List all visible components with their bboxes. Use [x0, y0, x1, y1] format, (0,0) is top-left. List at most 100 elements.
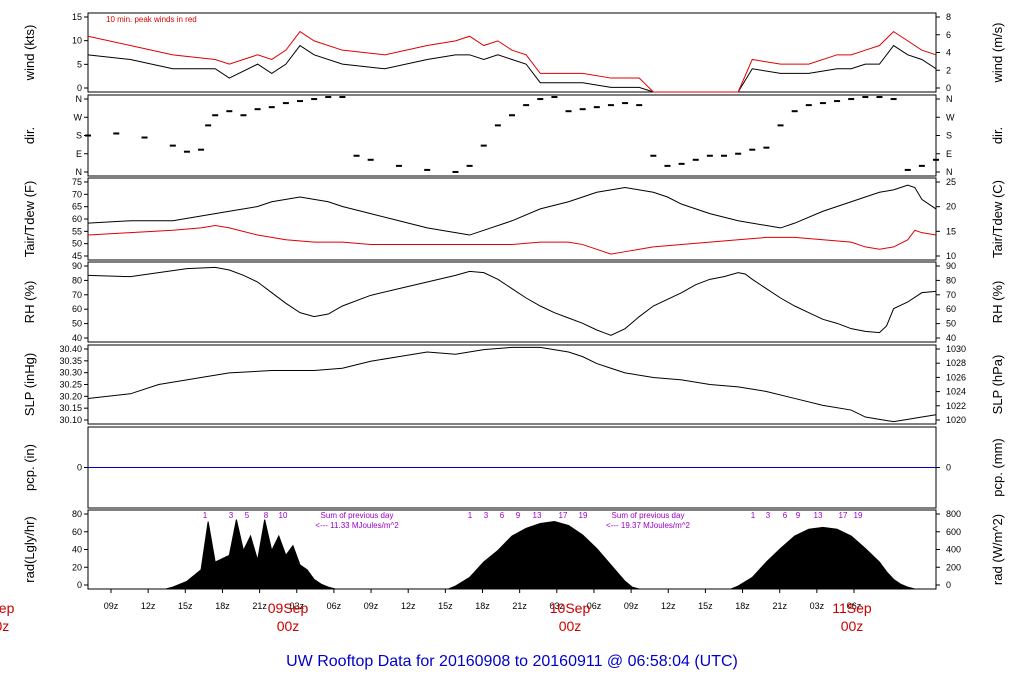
y-tick-label-left: 70	[72, 189, 82, 199]
y-axis-label-right: dir.	[990, 127, 1005, 144]
y-tick-label-left: 30.10	[59, 415, 82, 425]
data-point	[551, 96, 558, 99]
hour-mark: 3	[766, 511, 771, 520]
y-tick-label-left: 90	[72, 261, 82, 271]
data-point	[353, 154, 360, 157]
x-tick-label: 15z	[438, 601, 453, 611]
hour-mark: 9	[516, 511, 521, 520]
y-axis-label-right: Tair/Tdew (C)	[990, 180, 1005, 258]
data-point	[565, 110, 572, 113]
radiation-sum-note: <--- 11.33 MJoules/m^2	[315, 521, 399, 530]
data-point	[848, 98, 855, 101]
y-axis-label-right: pcp. (mm)	[990, 438, 1005, 497]
x-tick-label: 18z	[475, 601, 490, 611]
day-label-time: 00z	[0, 618, 9, 634]
hour-mark: 19	[854, 511, 863, 520]
x-tick-label: 06z	[327, 601, 342, 611]
hour-mark: 1	[751, 511, 756, 520]
x-tick-label: 12z	[141, 601, 156, 611]
data-point	[226, 110, 233, 113]
data-point	[212, 114, 219, 117]
y-tick-label-right: 8	[946, 12, 951, 22]
y-tick-label-right: 200	[946, 562, 961, 572]
data-point	[678, 162, 685, 165]
day-label-time: 00z	[841, 618, 864, 634]
y-tick-label-right: 15	[946, 226, 956, 236]
y-axis-label-left: pcp. (in)	[22, 444, 37, 491]
y-tick-label-right: 0	[946, 83, 951, 93]
panel-4: 40 50 60 70 80 90 40 50 60 70 80 90 RH (%) RH (%)	[22, 261, 1005, 343]
y-tick-label-left: N	[76, 94, 83, 104]
y-tick-label-left: 5	[77, 59, 82, 69]
x-tick-label: 15z	[178, 601, 193, 611]
x-tick-label: 21z	[512, 601, 527, 611]
x-tick-label: 09z	[364, 601, 379, 611]
series-line-2	[87, 225, 937, 255]
y-tick-label-left: 80	[72, 509, 82, 519]
data-point	[777, 124, 784, 127]
x-tick-label: 18z	[215, 601, 230, 611]
panel-6: 0 0 pcp. (in) pcp. (mm)	[22, 426, 1005, 509]
panel-1: 0 5 10 15 0 2 4 6 8 wind (kts) wind (m/s) 10 min. p…	[22, 12, 1005, 93]
data-point	[721, 154, 727, 157]
data-point	[169, 144, 176, 147]
y-tick-label-left: 15	[72, 12, 82, 22]
hour-mark: 9	[796, 511, 801, 520]
series-line-2	[87, 30, 937, 93]
data-point	[452, 170, 459, 173]
y-tick-label-left: 50	[72, 319, 82, 329]
data-point	[805, 104, 812, 107]
y-tick-label-left: 60	[72, 214, 82, 224]
y-tick-label-left: 20	[72, 562, 82, 572]
y-tick-label-right: 0	[946, 580, 951, 590]
hour-mark: 6	[783, 511, 788, 520]
data-point	[113, 132, 120, 135]
y-tick-label-left: 80	[72, 275, 82, 285]
y-tick-label-right: 20	[946, 202, 956, 212]
data-point	[579, 108, 586, 111]
hour-mark: 17	[839, 511, 848, 520]
data-point	[933, 158, 939, 161]
day-label-date: 8Sep	[0, 600, 15, 616]
y-tick-label-left: S	[76, 131, 82, 141]
y-tick-label-right: 1024	[946, 387, 966, 397]
y-axis-label-right: RH (%)	[990, 281, 1005, 324]
y-tick-label-left: 65	[72, 202, 82, 212]
data-point	[622, 102, 629, 105]
x-tick-label: 12z	[661, 601, 676, 611]
x-tick-label: 15z	[698, 601, 713, 611]
y-tick-label-left: N	[76, 167, 83, 177]
data-point	[523, 104, 530, 107]
y-tick-label-right: 90	[946, 261, 956, 271]
y-tick-label-left: 0	[77, 83, 82, 93]
y-tick-label-left: W	[74, 112, 83, 122]
hour-mark: 1	[203, 511, 208, 520]
data-point	[480, 144, 487, 147]
y-tick-label-left: 60	[72, 304, 82, 314]
data-point	[424, 168, 431, 171]
x-tick-label: 09z	[104, 601, 119, 611]
hour-mark: 5	[245, 511, 250, 520]
y-tick-label-right: 25	[946, 177, 956, 187]
y-tick-label-left: 45	[72, 251, 82, 261]
y-tick-label-left: 30.35	[59, 356, 82, 366]
y-tick-label-right: S	[946, 131, 952, 141]
x-tick-label: 06z	[847, 601, 862, 611]
y-tick-label-left: 30.30	[59, 368, 82, 378]
y-tick-label-left: 30.20	[59, 391, 82, 401]
radiation-area	[88, 519, 936, 590]
radiation-sum-note: <--- 19.37 MJoules/m^2	[606, 521, 691, 530]
data-point	[198, 148, 205, 151]
hour-mark: 13	[814, 511, 823, 520]
x-tick-label: 12z	[401, 601, 416, 611]
hour-mark: 10	[279, 511, 288, 520]
y-tick-label-left: 10	[72, 36, 82, 46]
data-point	[706, 154, 713, 157]
series-line-1	[87, 184, 937, 236]
data-point	[791, 110, 798, 113]
y-tick-label-right: 80	[946, 275, 956, 285]
y-tick-label-right: 10	[946, 251, 956, 261]
